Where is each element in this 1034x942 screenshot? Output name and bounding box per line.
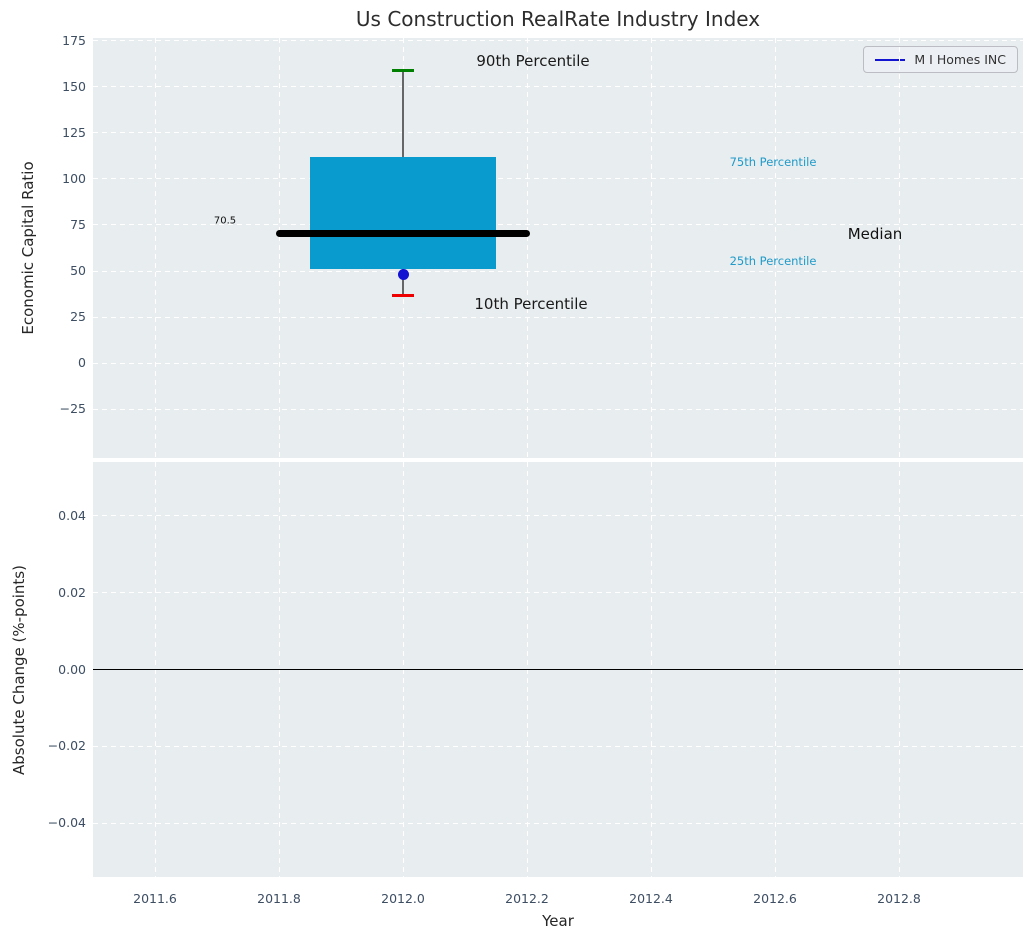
y-tick-label: 75 [0,216,86,234]
gridline [155,38,156,458]
x-tick-label: 2012.0 [381,891,425,906]
percentile-90-cap [392,69,414,72]
legend-label: M I Homes INC [914,52,1006,67]
legend: M I Homes INC [863,46,1018,73]
y-tick-label: 100 [0,170,86,188]
y-tick-label: 50 [0,262,86,280]
y-tick-label: 0.04 [0,507,86,525]
iqr-box [310,157,496,269]
chart-title: Us Construction RealRate Industry Index [93,7,1023,31]
gridline [93,178,1023,179]
gridline [527,38,528,458]
y-tick-label: 25 [0,308,86,326]
gridline [93,592,1023,593]
zero-line [93,669,1023,671]
legend-line-swatch [875,59,905,61]
y-tick-label: 175 [0,32,86,50]
gridline [775,38,776,458]
y-tick-label: −25 [0,400,86,418]
figure: Us Construction RealRate Industry Index … [0,0,1034,942]
gridline [93,132,1023,133]
top-axes-area: M I Homes INC [93,38,1023,458]
gridline [93,317,1023,318]
gridline [93,224,1023,225]
gridline [93,746,1023,747]
gridline [93,409,1023,410]
x-tick-label: 2011.8 [257,891,301,906]
median-line [276,230,530,237]
x-tick-label: 2012.4 [629,891,673,906]
x-tick-label: 2012.2 [505,891,549,906]
x-tick-label: 2012.8 [877,891,921,906]
y-tick-label: 0.02 [0,584,86,602]
y-tick-label: 0.00 [0,661,86,679]
y-tick-label: 0 [0,354,86,372]
y-tick-label: 150 [0,78,86,96]
gridline [93,515,1023,516]
x-tick-label: 2012.6 [753,891,797,906]
gridline [899,38,900,458]
gridline [93,271,1023,272]
gridline [651,38,652,458]
percentile-10-cap [392,294,414,297]
y-tick-label: −0.02 [0,737,86,755]
y-tick-label: 125 [0,124,86,142]
gridline [93,823,1023,824]
gridline [279,38,280,458]
gridline [93,86,1023,87]
gridline [93,363,1023,364]
x-tick-label: 2011.6 [133,891,177,906]
xlabel-year: Year [93,912,1023,930]
bottom-axes-area [93,462,1023,877]
company-point [398,269,409,280]
y-tick-label: −0.04 [0,814,86,832]
gridline [93,40,1023,41]
